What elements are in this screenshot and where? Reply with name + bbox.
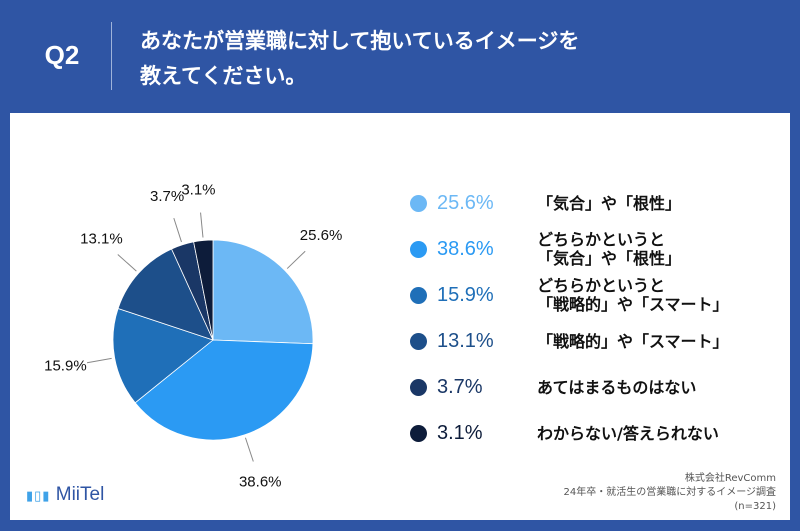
- legend-marker: [410, 286, 427, 304]
- legend-marker: [410, 240, 427, 258]
- data-label: 3.1%: [181, 182, 215, 199]
- source: 株式会社RevComm 24年卒・就活生の営業職に対するイメージ調査 (n=32…: [563, 472, 776, 514]
- data-label: 38.6%: [239, 473, 282, 490]
- legend-marker: [410, 194, 427, 212]
- data-label: 3.7%: [150, 188, 184, 205]
- legend-item: 3.7% あてはまるものはない: [410, 367, 696, 407]
- legend-item: 25.6% 「気合」や「根性」: [410, 183, 681, 223]
- legend-item: 3.1% わからない/答えられない: [410, 413, 719, 453]
- legend-value: 3.7%: [437, 375, 483, 398]
- logo: ▮▯▮ MiiTel: [26, 484, 104, 506]
- legend-item: 38.6% どちらかというと 「気合」や「根性」: [410, 229, 681, 269]
- legend-item: 13.1% 「戦略的」や「スマート」: [410, 321, 729, 361]
- legend-value: 13.1%: [437, 329, 494, 352]
- legend-value: 38.6%: [437, 237, 494, 260]
- source-line: (n=321): [734, 501, 776, 512]
- pie-slice: [212, 239, 314, 345]
- legend-label: どちらかというと 「戦略的」や「スマート」: [537, 276, 729, 314]
- legend-value: 25.6%: [437, 191, 494, 214]
- data-label: 25.6%: [300, 227, 343, 244]
- leader-line: [173, 217, 182, 243]
- legend-marker: [410, 424, 427, 442]
- logo-icon: ▮▯▮: [26, 488, 51, 503]
- leader-line: [244, 437, 254, 462]
- leader-line: [200, 212, 204, 238]
- legend-label: あてはまるものはない: [537, 377, 697, 397]
- divider: [111, 22, 112, 90]
- legend-value: 15.9%: [437, 283, 494, 306]
- legend-value: 3.1%: [437, 421, 483, 444]
- legend-label: どちらかというと 「気合」や「根性」: [537, 230, 682, 268]
- data-label: 13.1%: [80, 231, 123, 248]
- data-label: 15.9%: [44, 358, 87, 375]
- logo-text: MiiTel: [55, 484, 105, 505]
- question-number: Q2: [44, 40, 80, 70]
- legend-label: 「戦略的」や「スマート」: [537, 331, 729, 351]
- pie-slice: [193, 239, 214, 341]
- title: あなたが営業職に対して抱いているイメージを 教えてください。: [140, 29, 580, 88]
- leader-line: [117, 254, 137, 272]
- pie-slice: [117, 248, 214, 341]
- leader-line: [86, 357, 112, 364]
- legend-marker: [410, 332, 427, 350]
- pie-slice: [134, 339, 314, 441]
- source-line: 24年卒・就活生の営業職に対するイメージ調査: [563, 487, 776, 498]
- legend-label: わからない/答えられない: [537, 423, 719, 443]
- legend-marker: [410, 378, 427, 396]
- legend-item: 15.9% どちらかというと 「戦略的」や「スマート」: [410, 275, 729, 315]
- legend-label: 「気合」や「根性」: [537, 193, 682, 213]
- leader-line: [286, 250, 306, 269]
- source-line: 株式会社RevComm: [684, 473, 776, 484]
